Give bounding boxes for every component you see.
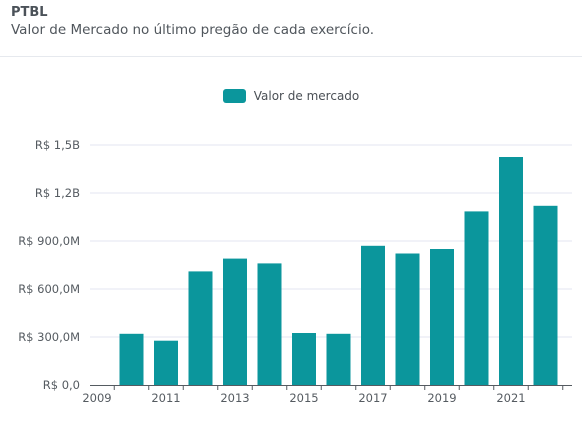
bar-2020 [464, 211, 489, 385]
bar-2015 [292, 333, 316, 385]
bar-2021 [499, 157, 523, 385]
bar-2018 [395, 253, 420, 385]
bar-2014 [257, 263, 282, 385]
chart-legend[interactable]: Valor de mercado [0, 89, 582, 103]
chart-header: PTBL Valor de Mercado no último pregão d… [0, 0, 582, 57]
legend-label: Valor de mercado [253, 89, 360, 103]
bar-chart: R$ 0,0 R$ 300,0M R$ 600,0M R$ 900,0M R$ 1,2B… [18, 138, 572, 405]
bar-2017 [361, 245, 385, 385]
x-tick-label: 2013 [220, 391, 249, 405]
bar-2011 [154, 340, 178, 385]
ticker-title: PTBL [11, 5, 48, 20]
y-tick-label: R$ 1,5B [35, 138, 80, 152]
y-tick-label: R$ 1,2B [35, 186, 80, 200]
x-tick-label: 2011 [151, 391, 180, 405]
bar-2013 [223, 258, 247, 385]
x-tick-label: 2015 [289, 391, 318, 405]
x-tick-label: 2017 [358, 391, 387, 405]
bar-2016 [326, 333, 351, 385]
x-tick-label: 2021 [496, 391, 525, 405]
chart-subtitle: Valor de Mercado no último pregão de cad… [11, 22, 375, 38]
bar-2022 [533, 205, 558, 385]
x-tick-label: 2019 [427, 391, 456, 405]
bar-2019 [430, 249, 454, 385]
legend-swatch [222, 89, 246, 103]
y-tick-label: R$ 0,0 [43, 378, 80, 392]
bar-2010 [119, 333, 144, 385]
x-tick-label: 2009 [82, 391, 111, 405]
bar-2012 [188, 271, 213, 385]
y-tick-label: R$ 900,0M [18, 234, 80, 248]
y-tick-label: R$ 300,0M [18, 330, 80, 344]
y-tick-label: R$ 600,0M [18, 282, 80, 296]
